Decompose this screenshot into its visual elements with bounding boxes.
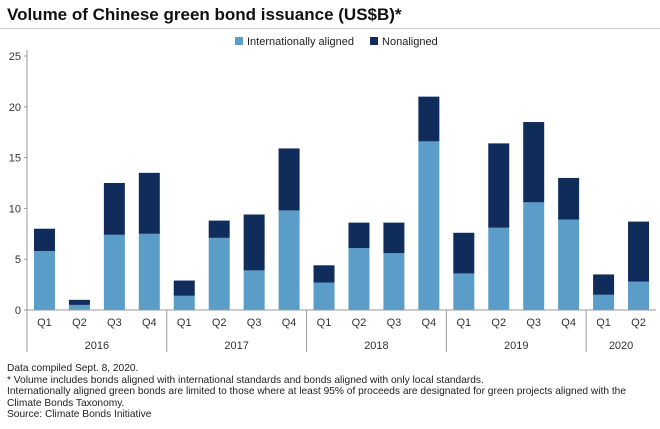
bars [33,96,650,310]
bar-aligned [348,248,370,310]
bar-nonaligned [278,148,300,211]
stacked-bar-chart: Internationally aligned Nonaligned 0 5 10 15… [9,36,656,352]
y-tick-label: 20 [9,102,21,114]
y-tick-label: 5 [15,254,21,266]
x-tick-label: Q1 [317,317,332,329]
bar-aligned [68,304,90,310]
note-alignment: Internationally aligned green bonds are … [7,386,626,409]
x-group-label: 2016 [85,340,109,352]
x-tick-label: Q4 [282,317,297,329]
legend-swatch [370,37,379,45]
bar-aligned [208,237,230,310]
bar-aligned [173,295,195,310]
x-tick-label: Q3 [247,317,262,329]
x-tick-label: Q2 [491,317,506,329]
bar-aligned [593,294,615,310]
bar-nonaligned [628,221,650,282]
legend: Internationally aligned Nonaligned [235,36,438,48]
bar-aligned [488,227,510,310]
bar-nonaligned [173,280,195,296]
bar-aligned [523,202,545,310]
note-source: Source: Climate Bonds Initiative [7,409,152,421]
y-tick-label: 25 [9,51,21,63]
x-tick-label: Q3 [107,317,122,329]
x-tick-label: Q2 [352,317,367,329]
bar-nonaligned [418,96,440,142]
bar-aligned [628,281,650,310]
x-group-label: 2017 [224,340,248,352]
y-tick-label: 10 [9,203,21,215]
legend-swatch [235,37,243,45]
x-tick-label: Q4 [142,317,157,329]
bar-nonaligned [453,232,475,274]
bar-nonaligned [523,122,545,203]
x-tick-label: Q4 [561,317,576,329]
bar-aligned [313,282,335,310]
x-tick-label: Q4 [422,317,437,329]
x-tick-label: Q1 [37,317,52,329]
bar-nonaligned [243,214,265,271]
x-group-label: 2019 [504,340,528,352]
legend-label: Internationally aligned [247,36,354,48]
bar-nonaligned [558,177,580,220]
title-divider [0,28,660,29]
note-volume: * Volume includes bonds aligned with int… [7,374,484,386]
bar-aligned [138,233,160,310]
bar-nonaligned [68,299,90,305]
x-tick-label: Q1 [177,317,192,329]
x-tick-label: Q2 [631,317,646,329]
bar-nonaligned [593,274,615,295]
bar-aligned [418,141,440,310]
bar-aligned [278,210,300,310]
bar-aligned [243,270,265,310]
bar-nonaligned [313,265,335,283]
bar-nonaligned [33,228,55,252]
bar-aligned [33,251,55,310]
x-tick-label: Q3 [526,317,541,329]
bar-nonaligned [383,222,405,254]
y-axis: 0 5 10 15 20 25 [9,50,28,317]
x-tick-label: Q2 [72,317,87,329]
bar-nonaligned [103,183,125,235]
bar-nonaligned [138,172,160,234]
legend-label: Nonaligned [382,36,438,48]
footnotes: Data compiled Sept. 8, 2020. * Volume in… [7,363,657,421]
note-date: Data compiled Sept. 8, 2020. [7,363,139,374]
x-tick-label: Q2 [212,317,227,329]
bar-nonaligned [488,143,510,228]
x-tick-label: Q1 [596,317,611,329]
bar-nonaligned [208,220,230,238]
x-axis: Q1 Q2 Q3 Q4 Q1 Q2 Q3 Q4 Q1 Q2 Q3 Q4 Q1 Q2 Q3 Q4 Q1 Q2 2016… [26,309,656,352]
x-tick-label: Q3 [387,317,402,329]
x-group-label: 2018 [364,340,388,352]
bar-nonaligned [348,222,370,249]
x-group-label: 2020 [609,340,633,352]
bar-aligned [103,234,125,310]
bar-aligned [453,273,475,310]
chart-title: Volume of Chinese green bond issuance (U… [7,5,402,24]
bar-aligned [383,253,405,310]
bar-aligned [558,219,580,310]
x-tick-label: Q1 [456,317,471,329]
y-tick-label: 0 [15,305,21,317]
y-tick-label: 15 [9,153,21,165]
